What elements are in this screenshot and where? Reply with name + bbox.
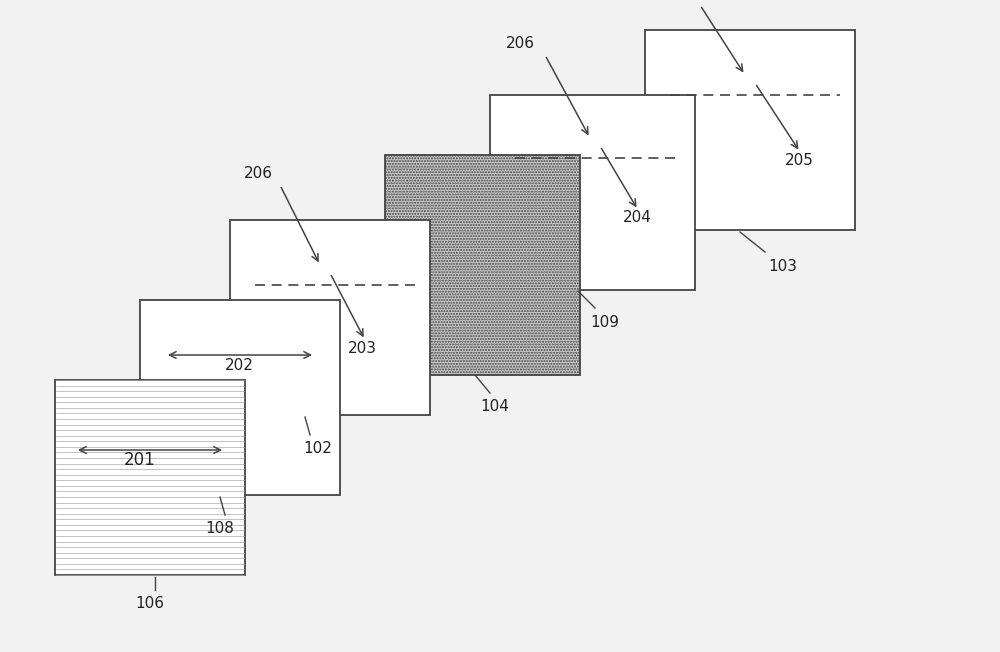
Bar — [140, 300, 340, 495]
Text: 109: 109 — [590, 315, 619, 330]
Text: 201: 201 — [124, 451, 156, 469]
Text: 203: 203 — [348, 341, 377, 356]
Text: 103: 103 — [768, 259, 797, 274]
Text: 204: 204 — [623, 210, 652, 225]
Bar — [645, 30, 855, 230]
Text: 206: 206 — [244, 166, 272, 181]
Text: 206: 206 — [664, 0, 692, 3]
Bar — [55, 380, 245, 575]
Bar — [490, 95, 695, 290]
Text: 102: 102 — [303, 441, 332, 456]
Text: 206: 206 — [506, 36, 534, 51]
Text: 108: 108 — [205, 521, 234, 536]
Bar — [385, 155, 580, 375]
Text: 205: 205 — [785, 153, 814, 168]
Text: 106: 106 — [135, 596, 164, 611]
Text: 104: 104 — [480, 399, 509, 414]
Text: 202: 202 — [225, 358, 254, 373]
Bar — [230, 220, 430, 415]
